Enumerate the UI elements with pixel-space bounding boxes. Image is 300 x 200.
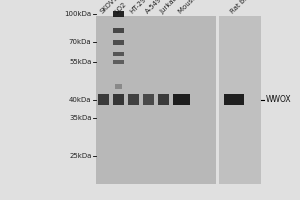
Bar — [173, 94, 190, 104]
Bar — [113, 11, 124, 17]
Text: 70kDa: 70kDa — [69, 39, 92, 45]
Text: WWOX: WWOX — [266, 96, 291, 104]
Text: 100kDa: 100kDa — [64, 11, 92, 17]
Bar — [98, 94, 109, 104]
Text: A-549: A-549 — [144, 0, 163, 15]
Bar — [96, 16, 216, 184]
Text: 35kDa: 35kDa — [69, 115, 92, 121]
Text: 55kDa: 55kDa — [69, 59, 92, 65]
Text: SKOV3: SKOV3 — [99, 0, 120, 15]
Bar — [219, 16, 261, 184]
Bar — [113, 52, 124, 56]
Bar — [143, 94, 154, 104]
Text: 40kDa: 40kDa — [69, 97, 92, 103]
Bar — [115, 84, 122, 88]
Text: HT-29: HT-29 — [129, 0, 148, 15]
Bar — [113, 27, 124, 32]
Bar — [224, 94, 244, 104]
Text: Mouse brain: Mouse brain — [177, 0, 212, 15]
Text: Rat brain: Rat brain — [230, 0, 256, 15]
Bar — [113, 60, 124, 64]
Bar — [113, 40, 124, 45]
Text: 25kDa: 25kDa — [69, 153, 92, 159]
Text: Jurkat: Jurkat — [159, 0, 178, 15]
Bar — [128, 94, 139, 104]
Bar — [113, 94, 124, 104]
Text: LO2: LO2 — [114, 1, 128, 15]
Bar — [158, 94, 169, 104]
